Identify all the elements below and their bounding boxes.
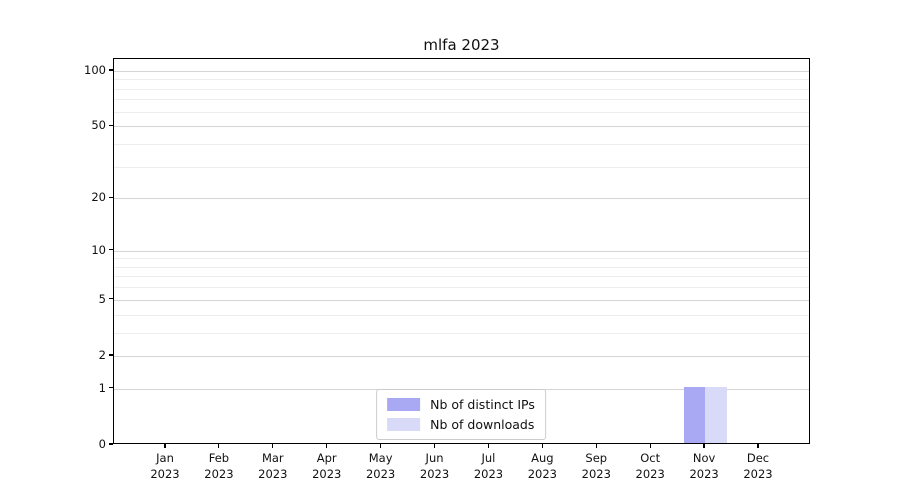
x-tick-label: Aug 2023	[527, 451, 557, 481]
major-gridline	[114, 198, 809, 200]
x-axis-tick	[703, 444, 705, 448]
y-tick-label: 2	[98, 347, 106, 362]
x-tick-label: May 2023	[365, 451, 396, 481]
bar-nb-of-distinct-ips	[683, 386, 706, 443]
minor-gridline	[114, 99, 809, 101]
plot-area	[113, 58, 810, 444]
y-tick-label: 1	[98, 380, 106, 395]
x-axis-tick	[487, 444, 490, 448]
minor-gridline	[114, 79, 809, 81]
x-axis-tick	[218, 444, 220, 448]
x-tick-label: Apr 2023	[312, 451, 342, 481]
minor-gridline	[114, 332, 809, 334]
x-axis-tick	[272, 444, 274, 448]
x-axis-tick	[649, 444, 651, 448]
x-tick-label: Oct 2023	[635, 451, 665, 481]
major-gridline	[114, 126, 809, 128]
major-gridline	[114, 299, 809, 301]
y-tick-label: 10	[91, 242, 106, 257]
y-axis-tick	[109, 298, 113, 300]
y-axis-tick	[109, 443, 113, 445]
y-tick-label: 5	[98, 291, 106, 306]
x-axis-tick	[757, 444, 759, 448]
major-gridline	[114, 250, 809, 252]
chart-title: mlfa 2023	[423, 36, 500, 54]
minor-gridline	[114, 111, 809, 113]
x-tick-label: Dec 2023	[743, 451, 773, 481]
y-tick-label: 0	[98, 437, 106, 451]
major-gridline	[114, 355, 809, 357]
legend-label: Nb of downloads	[430, 417, 535, 432]
legend-label: Nb of distinct IPs	[430, 397, 535, 412]
minor-gridline	[114, 287, 809, 289]
minor-gridline	[114, 314, 809, 316]
y-tick-label: 20	[91, 190, 106, 205]
minor-gridline	[114, 266, 809, 268]
legend-item: Nb of downloads	[387, 417, 535, 432]
x-axis-tick	[326, 444, 328, 448]
x-tick-label: Sep 2023	[581, 451, 611, 481]
y-axis-tick	[109, 354, 113, 356]
y-axis-tick	[109, 387, 113, 389]
y-tick-label: 100	[84, 62, 106, 77]
legend-swatch	[387, 418, 421, 431]
y-axis-tick	[109, 249, 113, 251]
minor-gridline	[114, 258, 809, 260]
x-tick-label: Jul 2023	[473, 451, 504, 481]
x-tick-label: Mar 2023	[258, 451, 288, 481]
minor-gridline	[114, 166, 809, 168]
y-axis-tick	[109, 69, 113, 71]
minor-gridline	[114, 88, 809, 90]
x-tick-label: Feb 2023	[204, 451, 234, 481]
x-axis-tick	[164, 444, 166, 448]
x-axis-tick	[595, 444, 597, 448]
legend-item: Nb of distinct IPs	[387, 397, 535, 412]
x-axis-tick	[380, 444, 382, 448]
x-tick-label: Jan 2023	[150, 451, 180, 481]
major-gridline	[114, 70, 809, 72]
x-axis-tick	[541, 444, 543, 448]
bar-nb-of-downloads	[705, 386, 727, 443]
x-axis-tick	[433, 444, 436, 448]
legend: Nb of distinct IPs Nb of downloads	[376, 389, 546, 440]
minor-gridline	[114, 276, 809, 278]
x-tick-label: Jun 2023	[419, 451, 450, 481]
y-axis-tick	[109, 196, 113, 198]
y-tick-label: 50	[91, 118, 106, 133]
minor-gridline	[114, 143, 809, 145]
y-axis-tick	[109, 124, 113, 126]
legend-swatch	[387, 398, 421, 411]
x-tick-label: Nov 2023	[689, 451, 719, 481]
